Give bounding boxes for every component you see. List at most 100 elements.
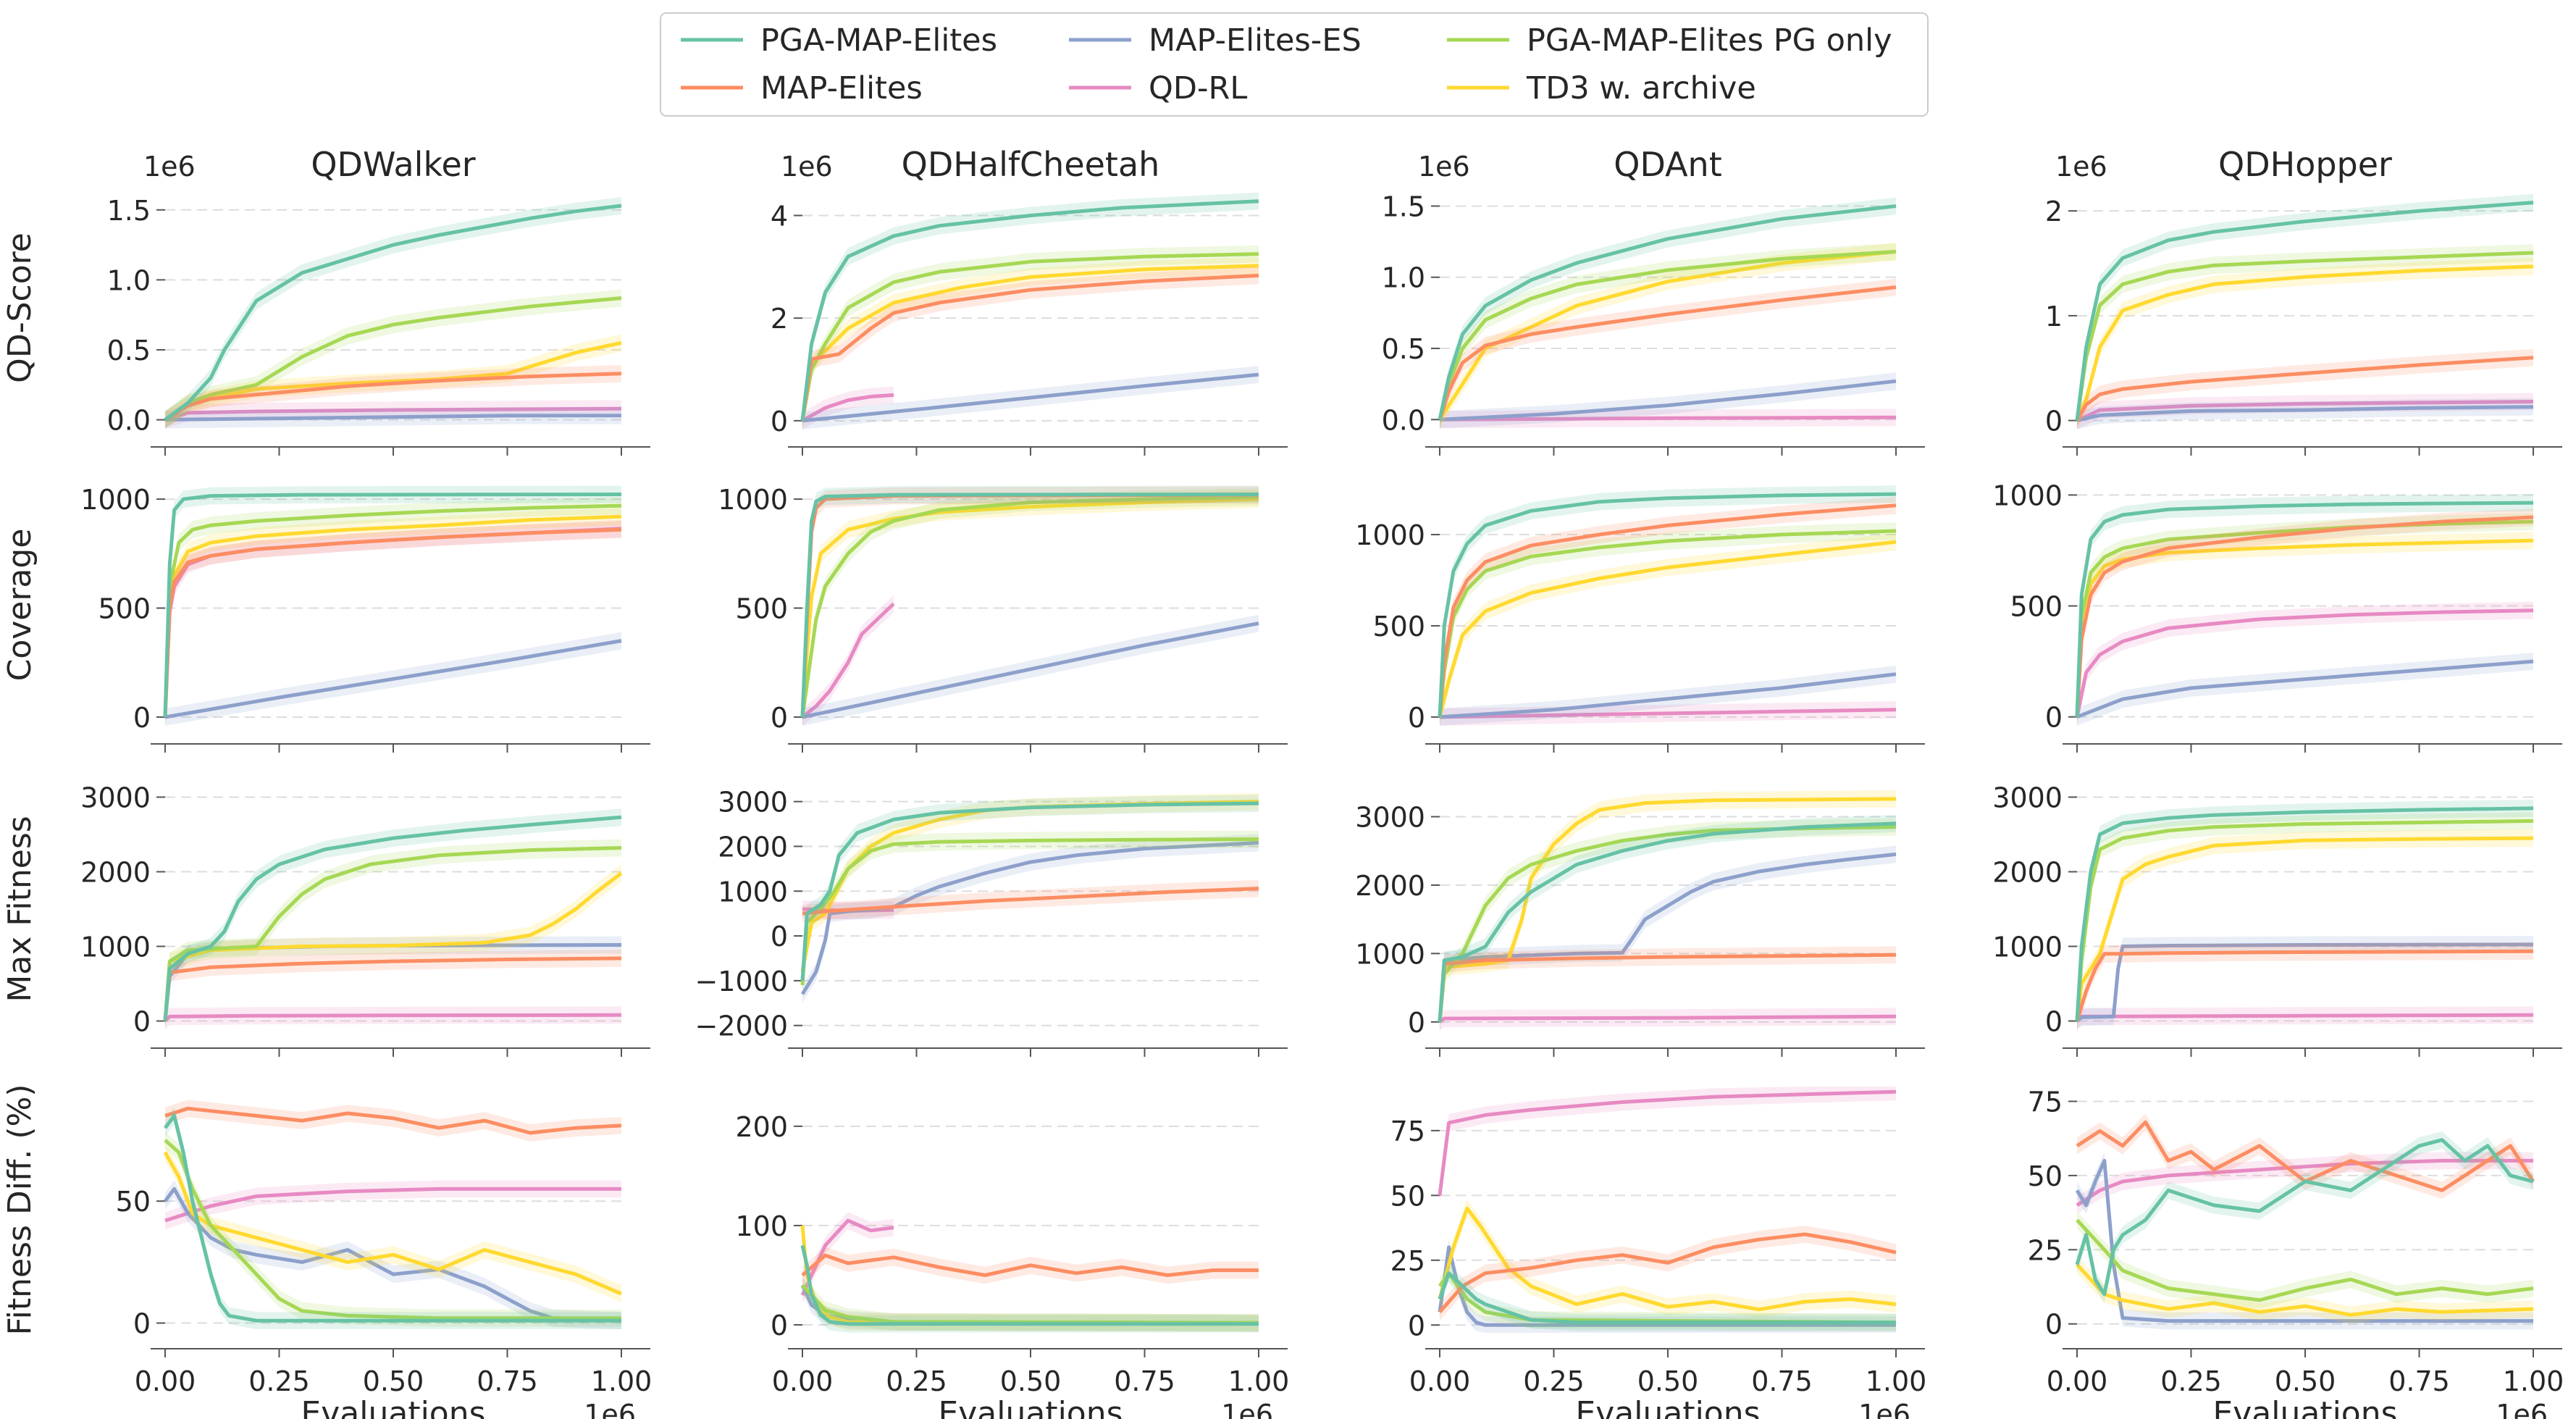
legend-label-pga: PGA-MAP-Elites bbox=[760, 22, 997, 59]
y-tick-label: 0 bbox=[771, 406, 788, 438]
series-line-pgonly bbox=[2076, 1218, 2534, 1302]
series-line-pga bbox=[164, 204, 622, 422]
panel-qdant-1: 0 500 1000 bbox=[1355, 485, 1925, 753]
series-line-pga bbox=[800, 1244, 1259, 1326]
y-tick-label: 1000 bbox=[1355, 938, 1425, 970]
band-me bbox=[802, 879, 1259, 923]
panel-qdwalker-1: 0 500 1000 Coverage bbox=[1, 484, 650, 753]
band-td3 bbox=[2077, 258, 2533, 430]
y-tick-label: 1.0 bbox=[107, 264, 151, 296]
series-line-me bbox=[164, 372, 622, 422]
band-pga bbox=[2077, 494, 2533, 726]
band-pgonly bbox=[165, 497, 621, 726]
band-pgonly bbox=[1440, 1264, 1896, 1331]
band-qdrl bbox=[2077, 1006, 2533, 1030]
x-tick-label: 1.00 bbox=[1866, 1365, 1927, 1397]
band-td3 bbox=[802, 257, 1259, 430]
panel-qdhopper-2: 0 1000 2000 3000 bbox=[1992, 782, 2562, 1057]
y-tick-label: 0 bbox=[771, 1310, 788, 1341]
series-line-td3 bbox=[1438, 249, 1897, 421]
series-line-td3 bbox=[1438, 540, 1897, 718]
panel-title: QDHopper bbox=[2218, 145, 2392, 184]
panels: 0.0 0.5 1.0 1.5 1e6 QDWalker QD-Score 0 2 4 1e6 QDH… bbox=[1, 145, 2564, 1419]
series-line-pgonly bbox=[800, 252, 1259, 422]
y-tick-label: 1.5 bbox=[107, 195, 151, 227]
y-tick-label: 2000 bbox=[1992, 856, 2063, 888]
series-line-me bbox=[2075, 356, 2534, 422]
series-line-td3 bbox=[1438, 1206, 1897, 1312]
series-line-pga bbox=[800, 199, 1259, 422]
series-line-mees bbox=[1438, 1245, 1896, 1327]
y-offset-text: 1e6 bbox=[1418, 151, 1470, 183]
series-line-mees bbox=[2076, 405, 2534, 422]
series-line-pga bbox=[2075, 501, 2534, 717]
series-line-qdrl bbox=[801, 602, 895, 719]
x-tick-label: 0.25 bbox=[2160, 1365, 2222, 1397]
legend-label-mees: MAP-Elites-ES bbox=[1149, 22, 1362, 59]
series-line-pga bbox=[164, 1113, 621, 1323]
y-tick-label: 4 bbox=[771, 201, 788, 233]
y-offset-text: 1e6 bbox=[2055, 151, 2107, 183]
y-tick-label: 1 bbox=[2045, 301, 2063, 332]
y-tick-label: 1000 bbox=[80, 932, 151, 963]
y-tick-label: 500 bbox=[1372, 611, 1425, 642]
y-tick-label: 50 bbox=[2028, 1160, 2063, 1192]
series-line-pgonly bbox=[1438, 249, 1897, 420]
series-line-pga bbox=[163, 493, 622, 718]
series-line-pgonly bbox=[164, 296, 622, 422]
y-tick-label: 500 bbox=[98, 593, 151, 625]
y-tick-label: 25 bbox=[1390, 1245, 1425, 1277]
band-qdrl bbox=[165, 400, 621, 429]
legend-label-qdrl: QD-RL bbox=[1149, 70, 1247, 106]
band-td3 bbox=[1440, 1200, 1896, 1318]
x-tick-label: 0.25 bbox=[886, 1365, 947, 1397]
series-line-pgonly bbox=[163, 503, 622, 718]
band-pga bbox=[165, 1107, 621, 1330]
band-pgonly bbox=[802, 488, 1259, 726]
y-tick-label: 1.5 bbox=[1382, 191, 1425, 222]
panel-qdwalker-2: 0 1000 2000 3000 Max Fitness bbox=[1, 782, 650, 1057]
x-axis-label: Evaluations bbox=[301, 1395, 485, 1419]
x-tick-label: 0.75 bbox=[477, 1365, 538, 1397]
y-tick-label: 500 bbox=[735, 593, 788, 625]
x-tick-label: 0.00 bbox=[135, 1365, 196, 1397]
y-tick-label: 2000 bbox=[80, 856, 151, 888]
series-line-qdrl bbox=[1439, 415, 1897, 422]
y-tick-label: 0 bbox=[771, 921, 788, 953]
series-line-pga bbox=[800, 493, 1259, 718]
band-mees bbox=[802, 834, 1259, 1003]
y-offset-text: 1e6 bbox=[143, 151, 196, 183]
series-line-me bbox=[1438, 285, 1897, 421]
x-tick-label: 0.50 bbox=[1637, 1365, 1699, 1397]
series-line-pga bbox=[163, 815, 622, 1021]
band-mees bbox=[2077, 398, 2533, 430]
legend-frame bbox=[660, 12, 1929, 117]
series-line-pga bbox=[1438, 492, 1897, 718]
y-tick-label: −2000 bbox=[695, 1010, 788, 1042]
series-line-me bbox=[801, 1253, 1259, 1277]
series-line-td3 bbox=[163, 1151, 622, 1296]
band-me bbox=[1440, 1226, 1896, 1321]
y-tick-label: 0.0 bbox=[1382, 404, 1425, 436]
band-qdrl bbox=[2077, 1152, 2533, 1214]
y-tick-label: 1000 bbox=[1992, 480, 2063, 511]
series-line-qdrl bbox=[1438, 1014, 1897, 1024]
series-line-mees bbox=[1438, 852, 1897, 1022]
series-line-me bbox=[2075, 515, 2534, 717]
y-tick-label: 0 bbox=[2045, 406, 2063, 438]
x-offset-text: 1e6 bbox=[584, 1399, 636, 1419]
band-me bbox=[165, 364, 621, 429]
band-me bbox=[165, 1100, 621, 1142]
y-tick-label: 500 bbox=[2010, 591, 2063, 623]
series-line-mees bbox=[2076, 659, 2534, 719]
panel-qdant-2: 0 1000 2000 3000 bbox=[1355, 790, 1925, 1057]
band-mees bbox=[2077, 653, 2533, 726]
x-tick-label: 0.50 bbox=[2275, 1365, 2336, 1397]
x-tick-label: 1.00 bbox=[2503, 1365, 2564, 1397]
y-tick-label: 50 bbox=[1390, 1180, 1425, 1212]
panel-qdhopper-1: 0 500 1000 bbox=[1992, 480, 2562, 753]
y-axis-label: Coverage bbox=[1, 529, 38, 682]
series-line-mees bbox=[1439, 672, 1897, 719]
series-line-pgonly bbox=[2075, 251, 2534, 421]
legend-label-me: MAP-Elites bbox=[760, 70, 923, 106]
